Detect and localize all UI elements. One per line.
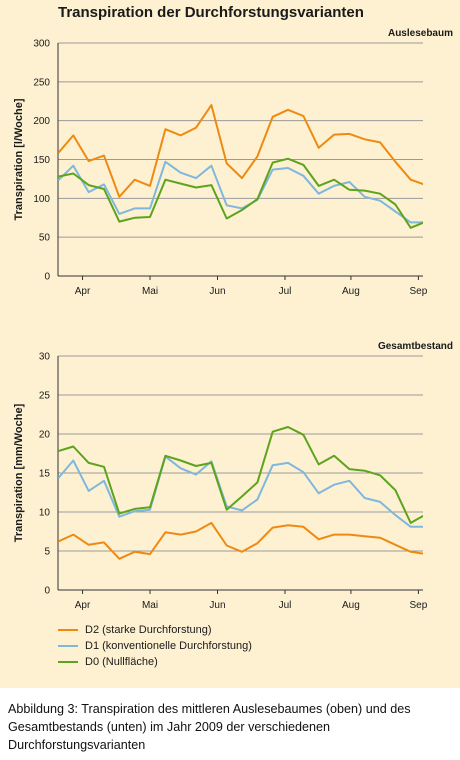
panel2-series-d0-line: [58, 426, 423, 524]
panel1-x-tick-label: Jul: [279, 286, 292, 297]
panel1-y-tick-label: 50: [39, 233, 51, 244]
panel1-panel-label: Auslesebaum: [388, 28, 453, 39]
figure: Transpiration der Durchforstungsvariante…: [0, 0, 460, 688]
panel1-x-tick-label: Apr: [75, 286, 91, 297]
panel1-x-tick-label: Jun: [209, 286, 225, 297]
panel2-x-tick-label: Sep: [410, 600, 428, 611]
panel1-y-tick-label: 150: [33, 155, 50, 166]
panel2-y-tick-label: 20: [39, 430, 51, 441]
panel2-x-tick-label: Apr: [75, 600, 91, 611]
panel1-series-d2-line: [58, 104, 423, 198]
panel2-x-tick-label: Aug: [342, 600, 360, 611]
legend-item-d1: D1 (konventionelle Durchforstung): [58, 638, 252, 654]
panel2-x-tick-label: Jul: [279, 600, 292, 611]
legend-swatch-d1: [58, 645, 78, 647]
panel1-y-tick-label: 250: [33, 77, 50, 88]
panel2-x-tick-label: Jun: [209, 600, 225, 611]
panel1-y-axis-title: Transpiration [l/Woche]: [13, 98, 25, 220]
panel1-y-tick-label: 200: [33, 116, 50, 127]
figure-caption: Abbildung 3: Transpiration des mittleren…: [8, 702, 411, 752]
legend-label-d0: D0 (Nullfläche): [85, 656, 158, 668]
panel2-series-d1-line: [58, 455, 423, 528]
legend-label-d2: D2 (starke Durchforstung): [85, 624, 212, 636]
panel1-y-tick-label: 100: [33, 194, 50, 205]
panel2-y-tick-label: 10: [39, 508, 51, 519]
panel1-series-d0-line: [58, 157, 423, 229]
figure-title: Transpiration der Durchforstungsvariante…: [58, 4, 364, 21]
legend-swatch-d2: [58, 629, 78, 631]
panel2-panel-label: Gesamtbestand: [378, 341, 453, 352]
legend-label-d1: D1 (konventionelle Durchforstung): [85, 640, 252, 652]
panel2-y-axis-title: Transpiration [mm/Woche]: [13, 403, 25, 542]
panel2-y-tick-label: 30: [39, 352, 51, 363]
panel1-y-tick-label: 300: [33, 39, 50, 50]
panel1-x-tick-label: Sep: [410, 286, 428, 297]
legend-item-d0: D0 (Nullfläche): [58, 654, 252, 670]
panel1-x-tick-label: Mai: [142, 286, 158, 297]
panel1-y-tick-label: 0: [44, 272, 50, 283]
legend-item-d2: D2 (starke Durchforstung): [58, 622, 252, 638]
panel1-x-tick-label: Aug: [342, 286, 360, 297]
panel2-y-tick-label: 0: [44, 586, 50, 597]
panel2-y-tick-label: 25: [39, 391, 51, 402]
panel2-x-tick-label: Mai: [142, 600, 158, 611]
panel2-y-tick-label: 15: [39, 469, 51, 480]
panel2-series-d2-line: [58, 521, 423, 560]
legend: D2 (starke Durchforstung) D1 (konvention…: [58, 622, 252, 670]
panel2-y-tick-label: 5: [44, 547, 50, 558]
legend-swatch-d0: [58, 661, 78, 663]
